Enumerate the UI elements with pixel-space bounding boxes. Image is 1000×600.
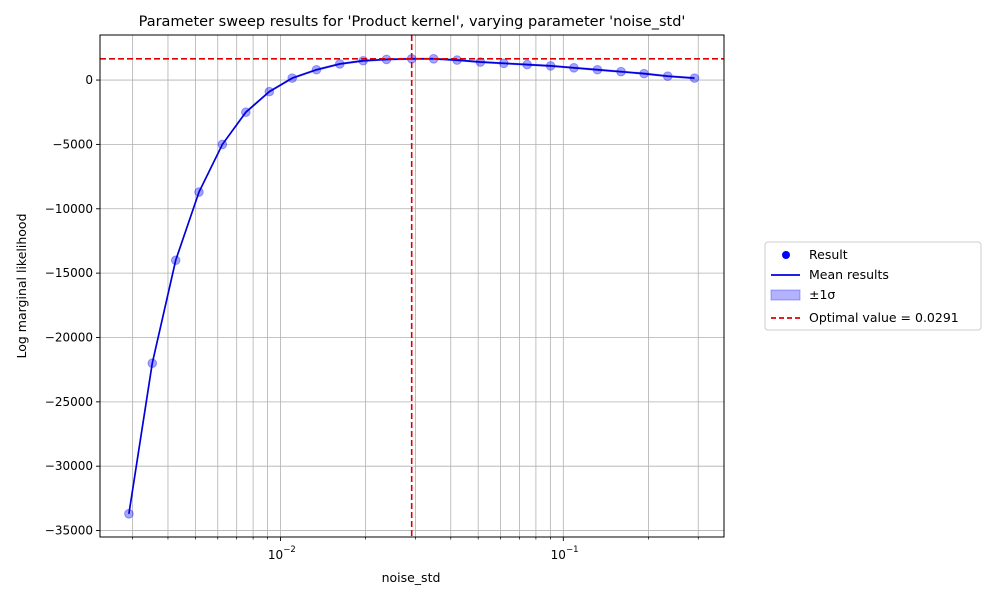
x-tick-label: 10 <box>268 548 283 562</box>
legend-result-label: Result <box>809 247 848 262</box>
legend-band-swatch <box>770 289 801 301</box>
legend-frame <box>764 241 982 331</box>
y-tick-label: −20000 <box>45 330 93 344</box>
legend-band-label: ±1σ <box>809 287 835 302</box>
x-axis-ticks: 10 −2 10 −1 <box>132 537 699 562</box>
y-axis-label: Log marginal likelihood <box>14 213 29 358</box>
legend-optimal-label: Optimal value = 0.0291 <box>809 310 959 325</box>
y-tick-label: −10000 <box>45 202 93 216</box>
legend: Result Mean results ±1σ Optimal value = … <box>764 241 982 331</box>
legend-result-marker <box>782 251 790 259</box>
y-tick-label: −35000 <box>45 524 93 538</box>
chart-title: Parameter sweep results for 'Product ker… <box>139 14 686 30</box>
x-tick-label: 10 <box>551 548 566 562</box>
y-tick-label: −5000 <box>52 137 93 151</box>
x-tick-label-exponent: −1 <box>566 545 579 555</box>
y-tick-label: −30000 <box>45 459 93 473</box>
x-axis-label: noise_std <box>382 570 441 585</box>
plot-frame <box>99 34 725 538</box>
x-tick-label-exponent: −2 <box>283 545 296 555</box>
optimal-lines <box>100 35 724 537</box>
y-axis-ticks: 0 −5000 −10000 −15000 −20000 −25000 −30000 −350… <box>45 73 100 538</box>
y-tick-label: −25000 <box>45 395 93 409</box>
y-tick-label: 0 <box>85 73 93 87</box>
legend-mean-label: Mean results <box>809 267 889 282</box>
y-tick-label: −15000 <box>45 266 93 280</box>
